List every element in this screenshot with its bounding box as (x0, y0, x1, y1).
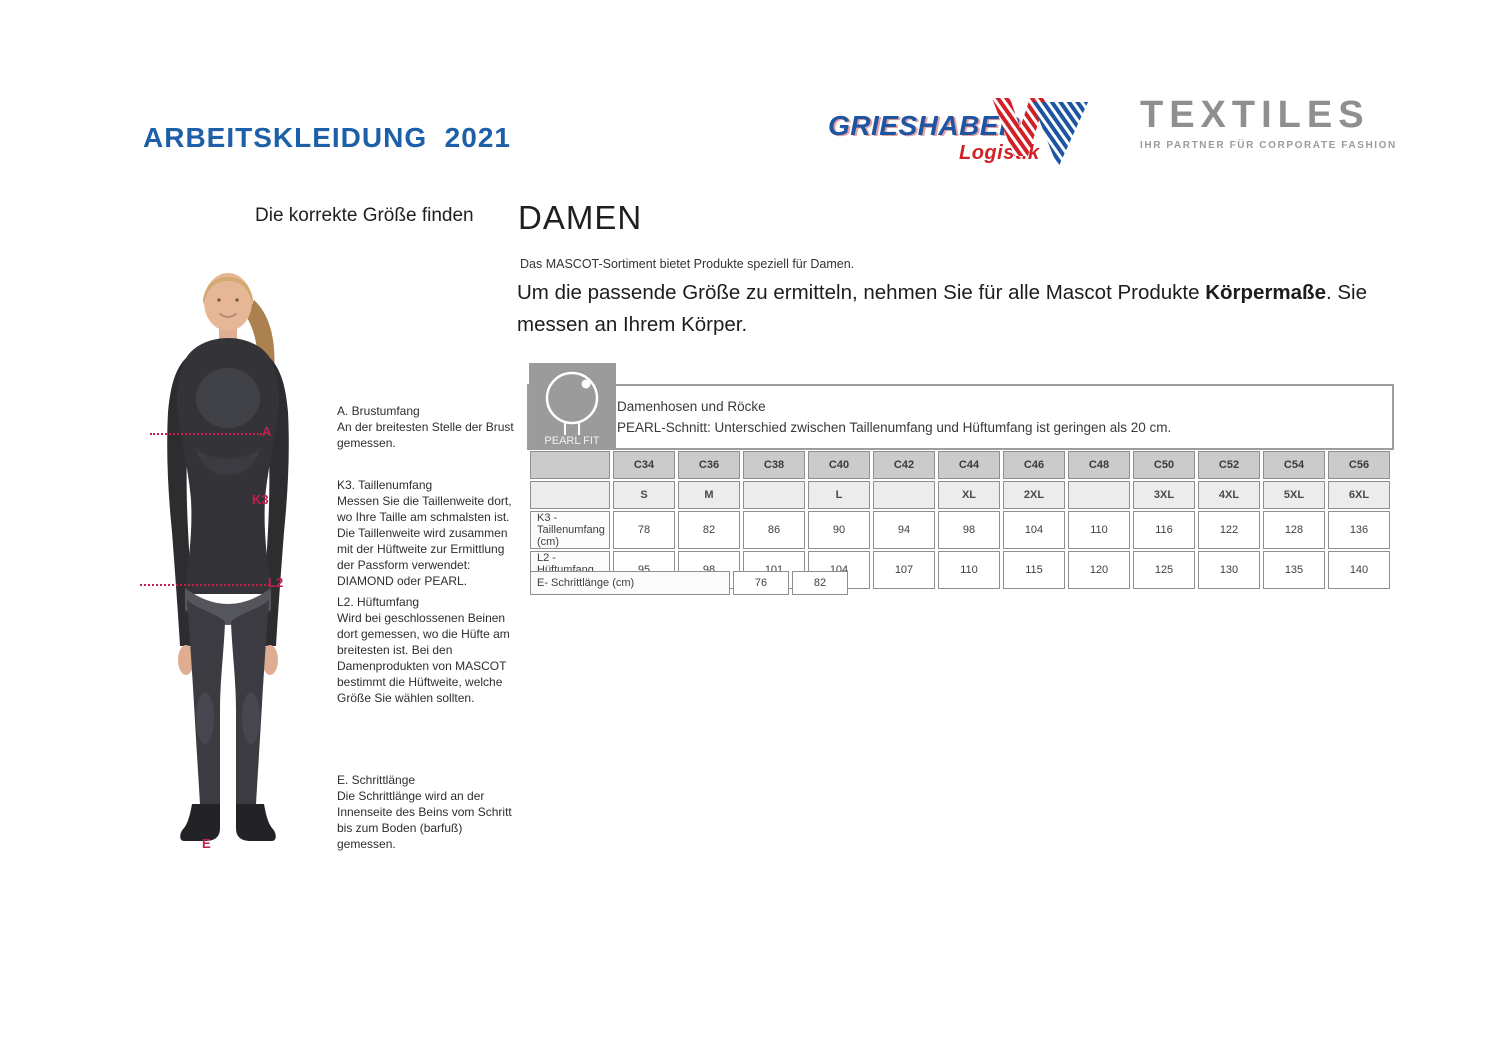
hip-cell: 115 (1003, 551, 1065, 589)
waist-cell: 128 (1263, 511, 1325, 549)
size-code-cell: C46 (1003, 451, 1065, 479)
size-letter-row: S M L XL 2XL 3XL 4XL 5XL 6XL (530, 481, 1390, 509)
waist-cell: 82 (678, 511, 740, 549)
measurement-title: K3. Taillenumfang (337, 478, 433, 492)
measurement-text: Messen Sie die Taillenweite dort, wo Ihr… (337, 494, 512, 588)
pearl-fit-badge: PEARL FIT (529, 363, 616, 450)
measurement-text: An der breitesten Stelle der Brust gemes… (337, 420, 514, 450)
size-code-cell: C40 (808, 451, 870, 479)
hip-measure-line (140, 584, 270, 586)
size-code-cell: C54 (1263, 451, 1325, 479)
size-letter-cell: M (678, 481, 740, 509)
hip-row: L2 - Hüftumfang (cm) 95 98 101 104 107 1… (530, 551, 1390, 589)
waist-cell: 122 (1198, 511, 1260, 549)
intro-main-text: Um die passende Größe zu ermitteln, nehm… (517, 277, 1405, 341)
waist-cell: 90 (808, 511, 870, 549)
size-code-cell: C48 (1068, 451, 1130, 479)
textiles-logo-text: TEXTILES (1140, 94, 1370, 136)
table-caption-box: Damenhosen und Röcke PEARL-Schnitt: Unte… (527, 384, 1394, 450)
size-code-cell: C50 (1133, 451, 1195, 479)
measurement-title: A. Brustumfang (337, 404, 420, 418)
inseam-cell: 76 (733, 571, 789, 595)
chest-measure-line (150, 433, 262, 435)
size-table: C34 C36 C38 C40 C42 C44 C46 C48 C50 C52 … (527, 449, 1393, 591)
size-code-cell: C52 (1198, 451, 1260, 479)
textiles-logo: TEXTILES IHR PARTNER FÜR CORPORATE FASHI… (1140, 94, 1400, 151)
waist-cell: 116 (1133, 511, 1195, 549)
hip-cell: 120 (1068, 551, 1130, 589)
size-letter-cell: S (613, 481, 675, 509)
size-code-cell: C56 (1328, 451, 1390, 479)
hip-cell: 125 (1133, 551, 1195, 589)
model-photo (167, 273, 289, 841)
hip-cell: 140 (1328, 551, 1390, 589)
inseam-measure-label: E (202, 836, 211, 851)
measurement-block-inseam: E. Schrittlänge Die Schrittlänge wird an… (337, 772, 521, 852)
size-letter-cell: 2XL (1003, 481, 1065, 509)
size-code-row-label (530, 451, 610, 479)
intro-small-text: Das MASCOT-Sortiment bietet Produkte spe… (520, 257, 855, 271)
hip-measure-label: L2 (268, 575, 284, 590)
grieshaber-logo: GRIESHABER Logistik (828, 96, 1088, 178)
measurement-block-hip: L2. Hüftumfang Wird bei geschlossenen Be… (337, 594, 521, 706)
inseam-row-label: E- Schrittlänge (cm) (530, 571, 730, 595)
svg-text:PEARL FIT: PEARL FIT (544, 435, 599, 447)
hip-cell: 130 (1198, 551, 1260, 589)
waist-row-label: K3 - Taillenumfang (cm) (530, 511, 610, 549)
waist-cell: 104 (1003, 511, 1065, 549)
size-letter-cell: XL (938, 481, 1000, 509)
inseam-row: E- Schrittlänge (cm) 76 82 (530, 571, 848, 595)
size-letter-cell (743, 481, 805, 509)
chest-measure-label: A (262, 424, 272, 439)
size-letter-cell: 4XL (1198, 481, 1260, 509)
page-title: ARBEITSKLEIDUNG 2021 (143, 122, 511, 153)
size-letter-cell: 6XL (1328, 481, 1390, 509)
inseam-cell: 82 (792, 571, 848, 595)
size-code-cell: C36 (678, 451, 740, 479)
intro-main-before: Um die passende Größe zu ermitteln, nehm… (517, 281, 1206, 304)
size-code-cell: C38 (743, 451, 805, 479)
waist-measure-label: K3 (252, 492, 269, 507)
waist-cell: 110 (1068, 511, 1130, 549)
waist-row: K3 - Taillenumfang (cm) 78 82 86 90 94 9… (530, 511, 1390, 549)
measurement-title: L2. Hüftumfang (337, 595, 420, 609)
hip-cell: 107 (873, 551, 935, 589)
pearl-fit-icon: PEARL FIT (544, 371, 600, 447)
intro-main-after: . Sie messen an Ihrem Körper. (517, 281, 1368, 336)
hip-cell: 110 (938, 551, 1000, 589)
size-letter-cell: 3XL (1133, 481, 1195, 509)
waist-cell: 78 (613, 511, 675, 549)
hip-cell: 135 (1263, 551, 1325, 589)
size-letter-cell (873, 481, 935, 509)
table-caption-line2: PEARL-Schnitt: Unterschied zwischen Tail… (617, 420, 1172, 435)
measurement-block-chest: A. Brustumfang An der breitesten Stelle … (337, 403, 521, 451)
measurement-block-waist: K3. Taillenumfang Messen Sie die Taillen… (337, 477, 521, 589)
inseam-table: E- Schrittlänge (cm) 76 82 (527, 569, 851, 597)
size-code-cell: C44 (938, 451, 1000, 479)
size-code-row: C34 C36 C38 C40 C42 C44 C46 C48 C50 C52 … (530, 451, 1390, 479)
grieshaber-logo-text: GRIESHABER (828, 110, 1020, 141)
measurement-text: Wird bei geschlossenen Beinen dort gemes… (337, 611, 510, 705)
size-letter-cell: 5XL (1263, 481, 1325, 509)
table-caption: Damenhosen und Röcke PEARL-Schnitt: Unte… (617, 396, 1171, 438)
size-code-cell: C34 (613, 451, 675, 479)
size-letter-cell: L (808, 481, 870, 509)
table-caption-line1: Damenhosen und Röcke (617, 399, 766, 414)
size-code-cell: C42 (873, 451, 935, 479)
grieshaber-logo-icon (992, 98, 1088, 168)
waist-cell: 86 (743, 511, 805, 549)
waist-cell: 94 (873, 511, 935, 549)
textiles-logo-tagline: IHR PARTNER FÜR CORPORATE FASHION (1140, 140, 1397, 151)
size-letter-cell (1068, 481, 1130, 509)
size-letter-row-label (530, 481, 610, 509)
section-heading: DAMEN (518, 199, 643, 236)
measurement-title: E. Schrittlänge (337, 773, 416, 787)
intro-main-bold: Körpermaße (1205, 281, 1326, 304)
measurement-text: Die Schrittlänge wird an der Innenseite … (337, 789, 512, 851)
size-finder-heading: Die korrekte Größe finden (255, 205, 474, 226)
waist-cell: 136 (1328, 511, 1390, 549)
waist-cell: 98 (938, 511, 1000, 549)
